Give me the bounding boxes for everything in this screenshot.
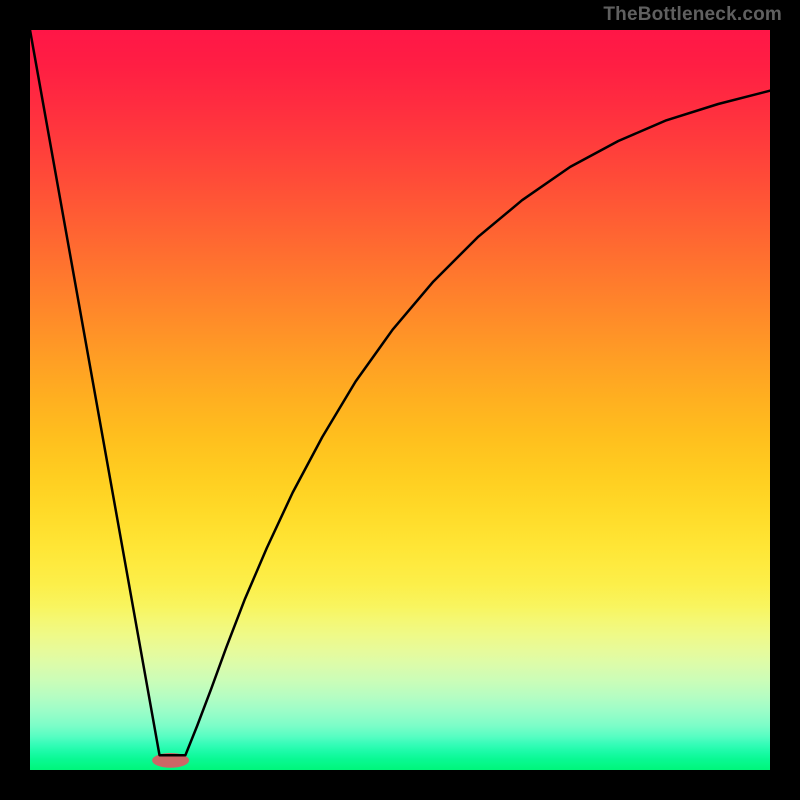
watermark-text: TheBottleneck.com [603, 4, 782, 26]
plot-gradient-background [30, 30, 770, 770]
bottleneck-chart [0, 0, 800, 800]
